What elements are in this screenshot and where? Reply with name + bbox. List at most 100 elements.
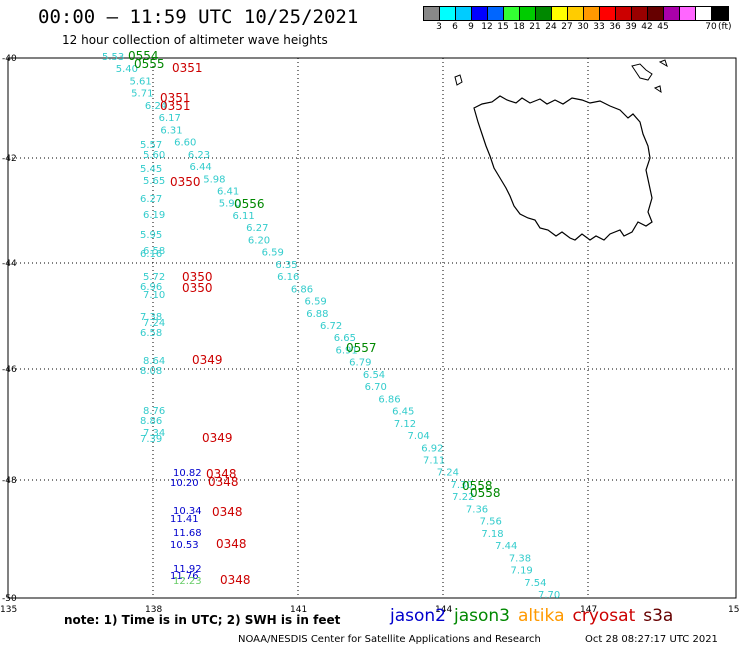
swh-value: 7.34 (143, 428, 165, 439)
swh-value: 7.24 (437, 468, 459, 479)
pass-time-label: 0348 (212, 505, 243, 519)
swh-value: 6.72 (320, 321, 342, 332)
swh-value: 8.64 (143, 356, 165, 367)
swh-value: 7.19 (511, 566, 533, 577)
swh-value: 5.40 (116, 64, 138, 75)
swh-value: 8.76 (143, 406, 165, 417)
pass-time-label: 0348 (206, 467, 237, 481)
lat-label: -42 (2, 154, 17, 164)
color-scale-ticks: 3 6 9 12 15 18 21 24 27 30 33 36 39 42 45 70 (423, 22, 733, 34)
pass-time-label: 0349 (202, 431, 233, 445)
swh-value: 8.08 (140, 366, 162, 377)
swh-value: 6.41 (217, 187, 239, 198)
lon-label: 144 (435, 605, 452, 615)
pass-time-label: 0556 (234, 197, 265, 211)
color-swatch (568, 7, 584, 20)
swh-value: 5.61 (129, 76, 151, 87)
pass-time-label: 0554 (128, 49, 159, 63)
color-swatch (600, 7, 616, 20)
legend-item-cryosat: cryosat (572, 606, 636, 626)
swh-value: 7.44 (495, 541, 517, 552)
swh-value: 11.76 (170, 571, 199, 582)
swh-value: 5.45 (140, 164, 162, 175)
color-scale-tick: 12 (481, 22, 493, 32)
swh-value: 6.59 (262, 248, 284, 259)
swh-value: 7.12 (394, 419, 416, 430)
swh-value: 6.31 (160, 125, 182, 136)
color-swatch (712, 7, 728, 20)
legend-item-jason2: jason2 (390, 606, 446, 626)
swh-value: 5.65 (143, 176, 165, 187)
swh-value: 6.24 (145, 101, 167, 112)
pass-time-label: 0555 (134, 57, 165, 71)
swh-value: 6.45 (392, 407, 414, 418)
lat-label: -44 (2, 259, 17, 269)
swh-value: 6.16 (140, 249, 162, 260)
swh-value: 7.18 (481, 529, 503, 540)
lat-label: -46 (2, 365, 17, 375)
color-scale-tick: 70 (705, 22, 717, 32)
swh-value: 7.10 (143, 290, 165, 301)
map-frame (7, 57, 737, 599)
small-islands (653, 59, 668, 94)
color-scale-tick: 45 (657, 22, 669, 32)
color-swatch (488, 7, 504, 20)
swh-value: 11.41 (170, 514, 199, 525)
king-island (454, 74, 463, 86)
color-swatch (680, 7, 696, 20)
swh-value: 6.58 (143, 246, 165, 257)
swh-value: 5.53 (102, 52, 124, 63)
swh-value: 7.11 (423, 456, 445, 467)
swh-value: 6.96 (140, 282, 162, 293)
west-swh-column: 5.575.605.455.656.276.195.956.586.165.72… (140, 140, 202, 587)
swh-value: 7.54 (524, 578, 546, 589)
swh-value: 11.68 (173, 528, 202, 539)
swh-value: 5.72 (143, 272, 165, 283)
color-swatch (472, 7, 488, 20)
pass-time-label: 0558 (470, 486, 501, 500)
color-swatch (504, 7, 520, 20)
credit-text: NOAA/NESDIS Center for Satellite Applica… (238, 634, 541, 645)
satellite-legend: jason2 jason3 altika cryosat s3a (390, 606, 681, 626)
color-scale-tick: 39 (625, 22, 637, 32)
swh-value: 7.39 (140, 434, 162, 445)
color-scale-tick: 30 (577, 22, 589, 32)
swh-value: 7.56 (480, 517, 502, 528)
lat-label: -50 (2, 594, 17, 604)
color-scale-unit: (ft) (718, 22, 732, 32)
color-swatch (632, 7, 648, 20)
swh-value: 7.38 (140, 312, 162, 323)
color-swatch (696, 7, 712, 20)
swh-value: 6.91 (335, 345, 357, 356)
swh-value: 6.27 (246, 223, 268, 234)
swh-value: 5.90 (219, 199, 241, 210)
lat-lon-grid (8, 58, 736, 598)
swh-value: 6.86 (291, 284, 313, 295)
pass-time-label: 0558 (462, 479, 493, 493)
legend-item-altika: altika (518, 606, 565, 626)
swh-value: 6.44 (190, 162, 212, 173)
color-scale-tick: 6 (452, 22, 458, 32)
lon-label: 150 (728, 605, 740, 615)
swh-value: 7.30 (450, 480, 472, 491)
pass-time-label: 0351 (160, 91, 191, 105)
footer-note: note: 1) Time is in UTC; 2) SWH is in fe… (64, 613, 341, 627)
color-scale-bar (423, 6, 729, 21)
color-swatch (440, 7, 456, 20)
lon-label: 138 (145, 605, 162, 615)
swh-value: 6.20 (248, 235, 270, 246)
generated-timestamp: Oct 28 08:27:17 UTC 2021 (585, 634, 718, 645)
color-scale-tick: 33 (593, 22, 605, 32)
pass-time-label: 0350 (170, 175, 201, 189)
color-swatch (664, 7, 680, 20)
swh-value: 5.71 (131, 89, 153, 100)
swh-value: 6.58 (140, 328, 162, 339)
swh-value: 7.38 (509, 553, 531, 564)
swh-value: 5.60 (143, 150, 165, 161)
swh-value: 6.65 (334, 333, 356, 344)
pass-time-label: 0350 (182, 270, 213, 284)
swh-value: 6.88 (306, 309, 328, 320)
color-swatch (424, 7, 440, 20)
color-swatch (520, 7, 536, 20)
